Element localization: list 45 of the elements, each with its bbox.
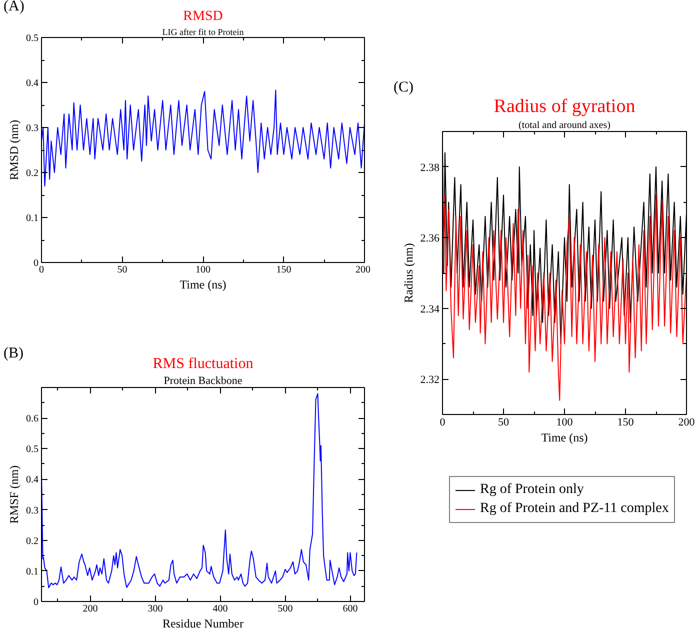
x-tick-label: 50 — [498, 416, 510, 428]
text: (A) — [4, 0, 24, 14]
y-axis-title: Radius (nm) — [401, 243, 416, 303]
y-tick-label: 2.36 — [420, 232, 440, 245]
y-tick-label: 0.3 — [26, 505, 38, 516]
text: (B) — [4, 346, 24, 362]
y-tick-label: 0.4 — [26, 78, 38, 89]
x-tick-label: 400 — [212, 604, 228, 614]
y-tick-label: 2.32 — [420, 374, 440, 386]
x-tick-label: 200 — [82, 604, 98, 614]
x-tick-label: 200 — [356, 264, 370, 276]
legend-label: Rg of Protein only — [480, 482, 584, 498]
y-tick-label: 0.5 — [26, 444, 38, 456]
legend-label: Rg of Protein and PZ-11 complex — [480, 501, 669, 517]
x-axis-title: Time (ns) — [180, 278, 226, 292]
chart-subtitle: Protein Backbone — [164, 375, 242, 387]
y-tick-label: 2.38 — [420, 162, 440, 174]
x-tick-label: 100 — [556, 416, 574, 428]
y-tick-label: 0.5 — [26, 33, 38, 44]
y-tick-label: 0.2 — [26, 168, 38, 179]
chart-title: RMS fluctuation — [152, 356, 254, 372]
y-tick-label: 0.1 — [26, 566, 38, 578]
y-tick-label: 2.34 — [420, 303, 440, 316]
y-tick-label: 0.4 — [26, 474, 38, 486]
chart-subtitle: LIG after fit to Protein — [162, 27, 244, 37]
x-tick-label: 600 — [342, 604, 358, 614]
chart-title: Radius of gyration — [494, 96, 636, 117]
chart-subtitle: (total and around axes) — [518, 120, 610, 131]
x-tick-label: 500 — [278, 604, 293, 614]
x-tick-label: 50 — [117, 264, 128, 276]
x-axis-title: Time (ns) — [541, 430, 588, 444]
x-tick-label: 100 — [196, 264, 210, 276]
x-tick-label: 150 — [276, 264, 292, 276]
x-tick-label: 200 — [678, 416, 696, 428]
x-tick-label: 150 — [617, 416, 634, 428]
text: (C) — [394, 80, 414, 96]
y-tick-label: 0.3 — [26, 123, 38, 134]
x-axis-title: Residue Number — [162, 616, 244, 630]
x-tick-label: 300 — [148, 604, 163, 614]
y-tick-label: 0.2 — [26, 536, 38, 547]
chart-title: RMSD — [183, 9, 223, 24]
y-tick-label: 0.6 — [26, 414, 38, 425]
y-axis-title: RMSD (nm) — [7, 120, 21, 180]
y-tick-label: 0.1 — [26, 213, 38, 224]
y-axis-title: RMSF (nm) — [7, 465, 21, 524]
